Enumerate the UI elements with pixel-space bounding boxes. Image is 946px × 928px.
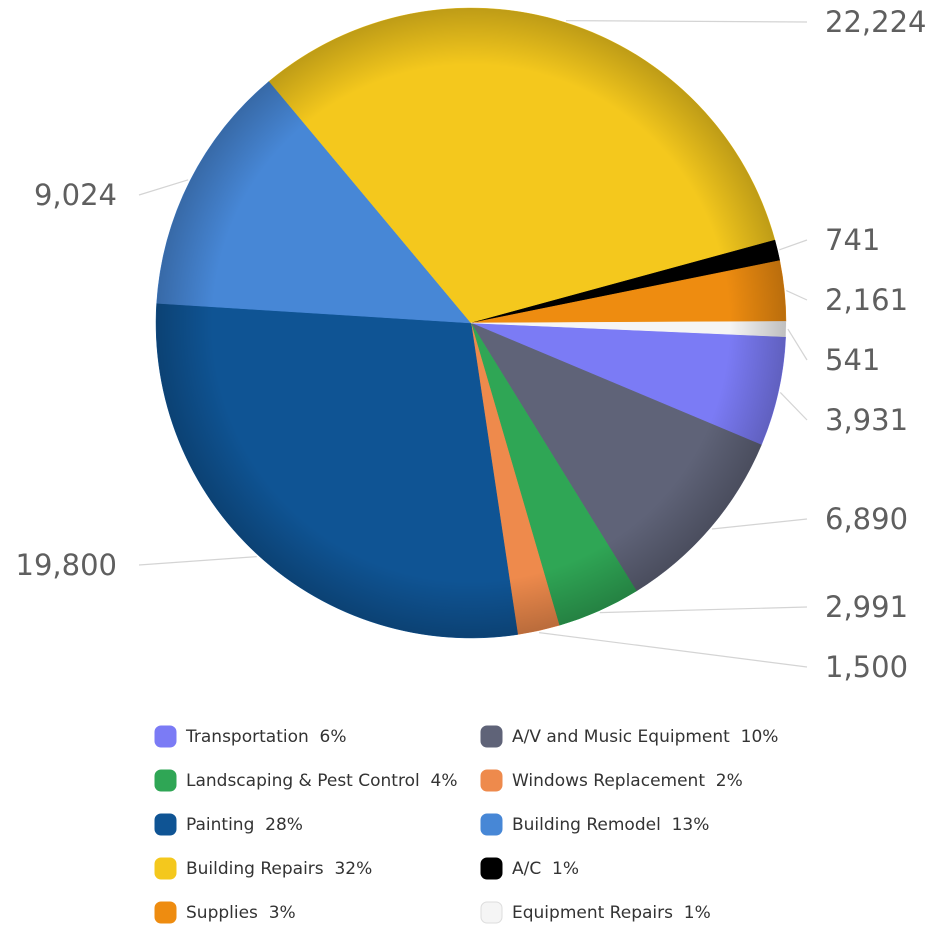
legend-swatch-a-v-and-music-equipment	[480, 725, 503, 748]
leader-line-supplies	[786, 290, 808, 301]
value-label-building-remodel: 9,024	[34, 178, 117, 212]
value-labels: 3,931 6,890 2,991 1,500 19,800 9,024 22,224 741…	[16, 5, 927, 684]
value-label-a-v-and-music-equipment: 6,890	[825, 502, 908, 536]
legend-label-building-repairs: Building Repairs 32%	[186, 859, 372, 879]
leader-line-equipment-repairs	[787, 328, 808, 361]
legend-label-painting: Painting 28%	[186, 815, 303, 835]
leader-line-landscaping-and-pest-control	[599, 606, 808, 614]
legend-item-supplies[interactable]: Supplies 3%	[154, 901, 296, 924]
legend-label-windows-replacement: Windows Replacement 2%	[512, 771, 743, 791]
legend-item-windows-replacement[interactable]: Windows Replacement 2%	[480, 769, 743, 792]
value-label-supplies: 2,161	[825, 283, 908, 317]
legend-item-a-c[interactable]: A/C 1%	[480, 857, 579, 880]
legend-item-painting[interactable]: Painting 28%	[154, 813, 303, 836]
value-label-painting: 19,800	[16, 548, 117, 582]
legend-swatch-a-c	[480, 857, 503, 880]
legend-swatch-building-repairs	[154, 857, 177, 880]
legend-label-landscaping-and-pest-control: Landscaping & Pest Control 4%	[186, 771, 457, 791]
leader-line-a-c	[779, 239, 808, 251]
legend-label-supplies: Supplies 3%	[186, 903, 296, 923]
pie-slice-painting[interactable]	[155, 303, 519, 639]
legend-swatch-equipment-repairs	[480, 901, 503, 924]
legend-swatch-painting	[154, 813, 177, 836]
value-label-equipment-repairs: 541	[825, 343, 880, 377]
pie-slices	[155, 7, 787, 639]
leader-line-windows-replacement	[539, 632, 808, 668]
value-label-building-repairs: 22,224	[825, 5, 926, 39]
value-label-a-c: 741	[825, 223, 880, 257]
leader-line-building-repairs	[565, 20, 808, 23]
legend-item-transportation[interactable]: Transportation 6%	[154, 725, 347, 748]
legend-swatch-building-remodel	[480, 813, 503, 836]
legend-item-building-repairs[interactable]: Building Repairs 32%	[154, 857, 372, 880]
legend-item-equipment-repairs[interactable]: Equipment Repairs 1%	[480, 901, 711, 924]
legend-label-transportation: Transportation 6%	[185, 727, 347, 747]
value-label-transportation: 3,931	[825, 403, 908, 437]
legend-label-a-v-and-music-equipment: A/V and Music Equipment 10%	[512, 727, 778, 747]
legend-swatch-supplies	[154, 901, 177, 924]
legend-label-building-remodel: Building Remodel 13%	[512, 815, 709, 835]
legend-swatch-windows-replacement	[480, 769, 503, 792]
legend: Transportation 6% A/V and Music Equipment…	[154, 725, 778, 924]
legend-swatch-landscaping-and-pest-control	[154, 769, 177, 792]
legend-item-landscaping-and-pest-control[interactable]: Landscaping & Pest Control 4%	[154, 769, 457, 792]
leader-line-transportation	[779, 391, 808, 421]
legend-label-equipment-repairs: Equipment Repairs 1%	[512, 903, 711, 923]
leader-line-a-v-and-music-equipment	[711, 518, 808, 530]
value-label-landscaping-and-pest-control: 2,991	[825, 590, 908, 624]
leader-line-building-remodel	[138, 179, 189, 196]
value-label-windows-replacement: 1,500	[825, 650, 908, 684]
legend-label-a-c: A/C 1%	[512, 859, 579, 879]
legend-item-building-remodel[interactable]: Building Remodel 13%	[480, 813, 709, 836]
legend-swatch-transportation	[154, 725, 177, 748]
legend-item-a-v-and-music-equipment[interactable]: A/V and Music Equipment 10%	[480, 725, 778, 748]
leader-line-painting	[138, 556, 257, 566]
